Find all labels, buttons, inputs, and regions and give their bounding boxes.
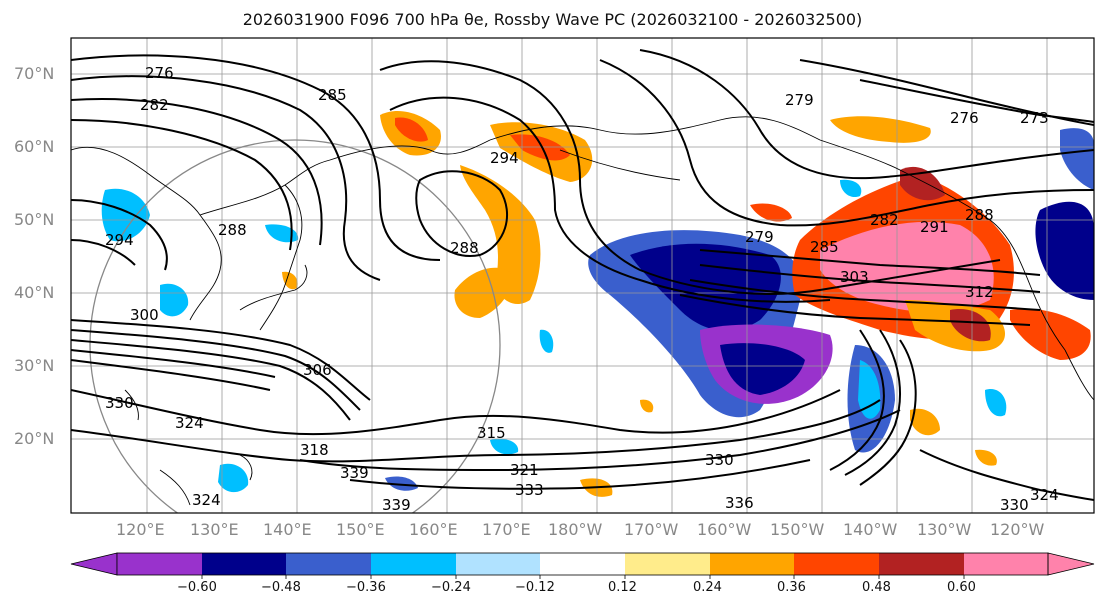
- contour-label: 330: [1000, 496, 1029, 514]
- colorbar-tick-label: −0.36: [346, 580, 386, 595]
- lat-label: 30°N: [14, 356, 55, 375]
- lon-label: 170°E: [482, 520, 531, 539]
- lon-label: 160°W: [697, 520, 752, 539]
- colorbar-tick-label: 0.36: [777, 580, 806, 595]
- colorbar-tick-label: 0.48: [862, 580, 891, 595]
- contour-label: 339: [340, 464, 369, 482]
- colorbar-extend-max: [1047, 552, 1095, 576]
- contour-label: 306: [303, 361, 332, 379]
- contour-label: 276: [950, 109, 979, 127]
- colorbar-tick-label: 0.12: [608, 580, 637, 595]
- lat-label: 20°N: [14, 429, 55, 448]
- contour-label: 300: [130, 306, 159, 324]
- lon-label: 150°E: [336, 520, 385, 539]
- reference-circle: [89, 139, 501, 513]
- lon-label: 130°W: [917, 520, 972, 539]
- lon-label: 140°E: [263, 520, 312, 539]
- contour-label: 276: [145, 64, 174, 82]
- contour-label: 339: [382, 496, 411, 514]
- contour-label: 288: [218, 221, 247, 239]
- colorbar-tick-label: −0.24: [431, 580, 471, 595]
- lat-label: 40°N: [14, 283, 55, 302]
- contour-label: 324: [192, 491, 221, 509]
- map-frame: [70, 37, 1095, 514]
- lon-label: 150°W: [770, 520, 825, 539]
- contour-label: 321: [510, 461, 539, 479]
- colorbar-tick-label: −0.48: [261, 580, 301, 595]
- contour-label: 330: [105, 394, 134, 412]
- negative-anomaly-shading: [101, 128, 1094, 493]
- contour-label: 324: [175, 414, 204, 432]
- lon-label: 170°W: [624, 520, 679, 539]
- lon-label: 140°W: [843, 520, 898, 539]
- lon-label: 160°E: [409, 520, 458, 539]
- map-title: 2026031900 F096 700 hPa θe, Rossby Wave …: [242, 10, 863, 29]
- colorbar-extend-min: [70, 552, 118, 576]
- contour-label: 333: [515, 481, 544, 499]
- contour-label: 294: [490, 149, 519, 167]
- colorbar-tick-label: 0.24: [693, 580, 722, 595]
- colorbar-tick-label: 0.60: [947, 580, 976, 595]
- colorbar-tick-label: −0.60: [177, 580, 217, 595]
- contour-label: 318: [300, 441, 329, 459]
- contour-label: 324: [1030, 486, 1059, 504]
- lon-label: 130°E: [190, 520, 239, 539]
- contour-label: 336: [725, 494, 754, 512]
- contour-label: 303: [840, 268, 869, 286]
- colorbar-tick-label: −0.12: [515, 580, 555, 595]
- lat-label: 70°N: [14, 64, 55, 83]
- theta-e-contours: [71, 49, 1094, 501]
- lat-label: 60°N: [14, 137, 55, 156]
- contour-label: 282: [140, 96, 169, 114]
- lon-label: 180°W: [548, 520, 603, 539]
- lat-label: 50°N: [14, 210, 55, 229]
- contour-label: 285: [810, 238, 839, 256]
- contour-label: 273: [1020, 109, 1049, 127]
- contour-label: 294: [105, 231, 134, 249]
- colorbar: [70, 552, 1095, 579]
- contour-label: 330: [705, 451, 734, 469]
- contour-label: 282: [870, 211, 899, 229]
- contour-label: 291: [920, 218, 949, 236]
- coastlines: [71, 116, 1094, 506]
- contour-label: 315: [477, 424, 506, 442]
- contour-label: 279: [785, 91, 814, 109]
- contour-label: 285: [318, 86, 347, 104]
- contour-label: 288: [450, 239, 479, 257]
- lon-label: 120°W: [990, 520, 1045, 539]
- contour-label: 288: [965, 206, 994, 224]
- contour-label: 312: [965, 283, 994, 301]
- contour-label: 279: [745, 228, 774, 246]
- lon-label: 120°E: [116, 520, 165, 539]
